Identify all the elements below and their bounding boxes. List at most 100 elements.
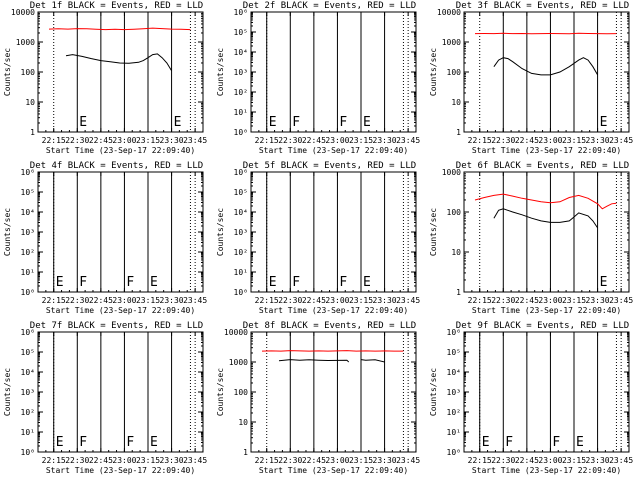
x-tick-label: 22:15 xyxy=(255,456,279,465)
x-tick-label: 23:30 xyxy=(373,296,397,305)
x-tick-label: 22:15 xyxy=(42,456,66,465)
x-tick-label: 22:45 xyxy=(89,296,113,305)
x-tick-label: 23:15 xyxy=(349,136,373,145)
x-tick-label: 23:30 xyxy=(373,456,397,465)
marker-label: E xyxy=(269,275,277,290)
y-tick-label: 10³ xyxy=(234,68,248,77)
x-tick-label: 22:30 xyxy=(491,456,515,465)
series-events xyxy=(493,208,599,229)
marker-label: F xyxy=(79,275,87,290)
panel-title: Det 8f BLACK = Events, RED = LLD xyxy=(243,321,416,331)
panel-title: Det 9f BLACK = Events, RED = LLD xyxy=(456,321,629,331)
y-tick-label: 10¹ xyxy=(447,428,461,437)
series-events xyxy=(278,359,385,363)
y-tick-label: 10¹ xyxy=(21,268,35,277)
x-tick-label: 23:45 xyxy=(609,296,633,305)
y-tick-label: 100 xyxy=(447,208,462,217)
marker-label: E xyxy=(174,115,182,130)
marker-label: E xyxy=(482,435,490,450)
x-tick-label: 22:30 xyxy=(65,296,89,305)
y-axis-label: Counts/sec xyxy=(216,368,225,416)
x-tick-label: 23:15 xyxy=(136,456,160,465)
panel-title: Det 6f BLACK = Events, RED = LLD xyxy=(456,161,629,171)
x-tick-label: 23:45 xyxy=(396,136,420,145)
x-tick-label: 23:45 xyxy=(396,456,420,465)
plot-frame xyxy=(37,331,204,453)
x-tick-label: 22:30 xyxy=(278,136,302,145)
marker-label: E xyxy=(56,275,64,290)
marker-label: F xyxy=(126,435,134,450)
y-tick-label: 10000 xyxy=(224,328,248,337)
x-tick-label: 22:45 xyxy=(89,136,113,145)
series-lld xyxy=(474,32,617,35)
x-tick-label: 22:15 xyxy=(255,296,279,305)
x-axis-label: Start Time (23-Sep-17 22:09:40) xyxy=(46,306,195,315)
x-tick-label: 22:30 xyxy=(491,136,515,145)
x-tick-label: 23:15 xyxy=(136,296,160,305)
y-tick-label: 10³ xyxy=(447,388,461,397)
x-tick-label: 23:45 xyxy=(183,296,207,305)
x-tick-label: 22:30 xyxy=(278,296,302,305)
x-tick-label: 23:30 xyxy=(160,456,184,465)
y-axis-label: Counts/sec xyxy=(216,48,225,96)
panel-title: Det 7f BLACK = Events, RED = LLD xyxy=(30,321,203,331)
series-lld xyxy=(261,350,404,352)
y-tick-label: 1 xyxy=(30,128,35,137)
y-tick-label: 10⁶ xyxy=(234,8,248,17)
x-tick-label: 23:00 xyxy=(112,296,136,305)
x-tick-label: 23:30 xyxy=(160,296,184,305)
x-tick-label: 23:30 xyxy=(586,136,610,145)
y-tick-label: 10¹ xyxy=(21,428,35,437)
x-tick-label: 23:30 xyxy=(586,456,610,465)
x-axis-label: Start Time (23-Sep-17 22:09:40) xyxy=(259,466,408,475)
y-tick-label: 10 xyxy=(451,98,461,107)
series-lld xyxy=(48,27,191,31)
y-tick-label: 1000 xyxy=(442,168,461,177)
x-tick-label: 23:15 xyxy=(349,296,373,305)
marker-label: E xyxy=(269,115,277,130)
x-tick-label: 23:15 xyxy=(562,136,586,145)
y-tick-label: 10³ xyxy=(21,388,35,397)
x-tick-label: 23:45 xyxy=(609,136,633,145)
x-tick-label: 22:45 xyxy=(302,136,326,145)
y-axis-label: Counts/sec xyxy=(429,208,438,256)
marker-label: E xyxy=(576,435,584,450)
y-axis-label: Counts/sec xyxy=(429,368,438,416)
panel-title: Det 1f BLACK = Events, RED = LLD xyxy=(30,1,203,11)
marker-label: F xyxy=(339,115,347,130)
marker-label: E xyxy=(150,275,158,290)
series-lld xyxy=(474,193,617,210)
x-tick-label: 23:15 xyxy=(136,136,160,145)
y-axis-label: Counts/sec xyxy=(216,208,225,256)
y-tick-label: 10¹ xyxy=(234,268,248,277)
x-axis-label: Start Time (23-Sep-17 22:09:40) xyxy=(259,306,408,315)
y-tick-label: 10² xyxy=(234,88,248,97)
marker-label: E xyxy=(56,435,64,450)
y-tick-label: 10⁴ xyxy=(447,368,461,377)
x-tick-label: 23:00 xyxy=(538,136,562,145)
y-tick-label: 10³ xyxy=(21,228,35,237)
marker-label: F xyxy=(79,435,87,450)
y-tick-label: 10³ xyxy=(234,228,248,237)
panel-det-1: Det 1f BLACK = Events, RED = LLD 22:15 22:… xyxy=(3,1,207,155)
panel-title: Det 3f BLACK = Events, RED = LLD xyxy=(456,1,629,11)
x-tick-label: 22:30 xyxy=(278,456,302,465)
x-tick-label: 23:45 xyxy=(183,456,207,465)
panel-title: Det 4f BLACK = Events, RED = LLD xyxy=(30,161,203,171)
y-tick-label: 10⁰ xyxy=(21,288,35,297)
x-tick-label: 23:00 xyxy=(112,136,136,145)
plot-frame xyxy=(250,171,417,293)
series-events xyxy=(65,53,173,72)
y-tick-label: 10000 xyxy=(437,8,461,17)
x-axis-label: Start Time (23-Sep-17 22:09:40) xyxy=(472,306,621,315)
y-tick-label: 10 xyxy=(238,418,248,427)
x-tick-label: 22:15 xyxy=(42,136,66,145)
y-tick-label: 10⁶ xyxy=(234,168,248,177)
